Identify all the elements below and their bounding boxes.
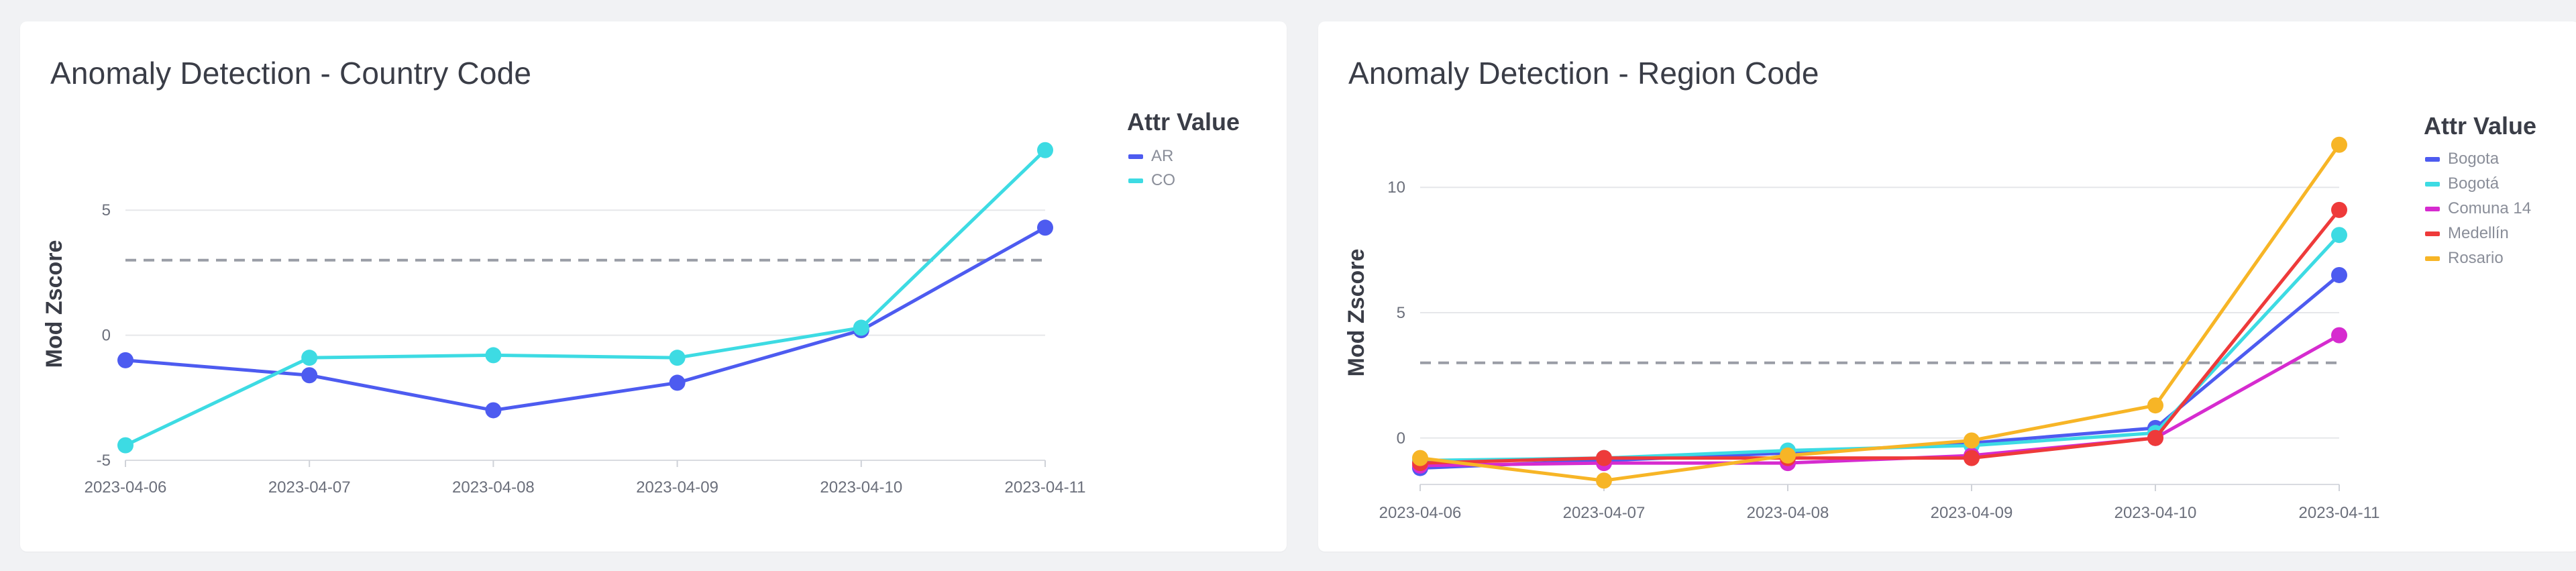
x-tick-label: 2023-04-07 [268,478,351,497]
y-tick-label: 10 [1387,178,1405,197]
data-point-bogot- [2331,227,2347,244]
data-point-ar [669,374,686,391]
x-tick-label: 2023-04-11 [1005,478,1086,497]
data-point-co [853,319,869,336]
series-line-ar [123,225,1047,412]
data-point-rosario [1412,450,1428,466]
y-tick-label: 0 [1397,429,1405,448]
legend-swatch [2425,231,2440,236]
legend-label: CO [1151,171,1175,189]
series-line-bogota [1418,273,2341,470]
x-tick-label: 2023-04-08 [452,478,535,497]
data-point-co [485,347,502,364]
data-point-rosario [2331,136,2347,153]
data-point-medell-n [2331,201,2347,218]
data-point-ar [485,402,502,419]
series-line-co [123,148,1047,448]
x-tick-label: 2023-04-11 [2299,504,2380,522]
legend-label: Medellín [2448,224,2509,242]
x-tick-label: 2023-04-10 [820,478,902,497]
legend-label: Bogota [2448,150,2500,168]
legend-swatch [1128,154,1143,159]
y-tick-label: 5 [102,201,111,219]
legend-swatch [1128,178,1143,183]
data-point-co [117,437,133,454]
data-point-comuna-14 [2331,327,2347,344]
y-axis-title: Mod Zscore [42,240,67,368]
legend-swatch [2425,256,2440,261]
y-tick-label: 0 [102,327,111,345]
x-tick-label: 2023-04-07 [1563,504,1646,522]
legend-label: Comuna 14 [2448,199,2531,217]
x-tick-label: 2023-04-09 [1931,504,2013,522]
legend-label: Rosario [2448,249,2504,267]
chart-panel-country-code: Anomaly Detection - Country Code -5 0 5 202… [20,21,1287,552]
y-tick-label: 5 [1397,304,1405,322]
x-tick-label: 2023-04-10 [2114,504,2197,522]
series-line-comuna-14 [1418,333,2341,468]
data-point-medell-n [2147,429,2163,446]
data-point-medell-n [1964,450,1980,466]
data-point-co [1037,142,1053,158]
data-point-ar [301,367,318,384]
series-line-medell-n [1418,208,2341,465]
chart-title: Anomaly Detection - Country Code [50,56,532,91]
legend-swatch [2425,182,2440,187]
region-code-chart: 0 5 10 2023-04-06 2023-04-07 2023-04-08 2023-0… [1344,112,2536,522]
data-point-co [669,350,686,366]
x-tick-label: 2023-04-06 [85,478,167,497]
data-point-rosario [2147,397,2163,414]
legend-title: Attr Value [2424,112,2536,140]
y-tick-label: -5 [97,452,111,470]
chart-panel-region-code: Anomaly Detection - Region Code 0 5 10 2023… [1318,21,2576,552]
country-code-chart: -5 0 5 2023-04-06 2023-04-07 2023-04-08 2023-0… [42,108,1240,497]
legend-swatch [2425,207,2440,211]
data-point-rosario [1780,447,1796,464]
legend-label: Bogotá [2448,174,2500,193]
data-point-co [301,350,318,366]
data-point-rosario [1964,432,1980,449]
data-point-ar [117,352,133,368]
x-tick-label: 2023-04-06 [1379,504,1462,522]
chart-title: Anomaly Detection - Region Code [1348,56,1819,91]
legend-title: Attr Value [1127,108,1240,136]
data-point-bogota [2331,266,2347,283]
legend-label: AR [1151,147,1173,165]
series-line-bogot- [1418,233,2341,462]
series-line-rosario [1418,143,2341,482]
data-point-rosario [1596,472,1612,489]
data-point-ar [1037,219,1053,236]
y-axis-title: Mod Zscore [1344,249,1369,377]
data-point-medell-n [1596,450,1612,466]
legend-swatch [2425,157,2440,162]
x-tick-label: 2023-04-08 [1747,504,1829,522]
x-tick-label: 2023-04-09 [636,478,718,497]
